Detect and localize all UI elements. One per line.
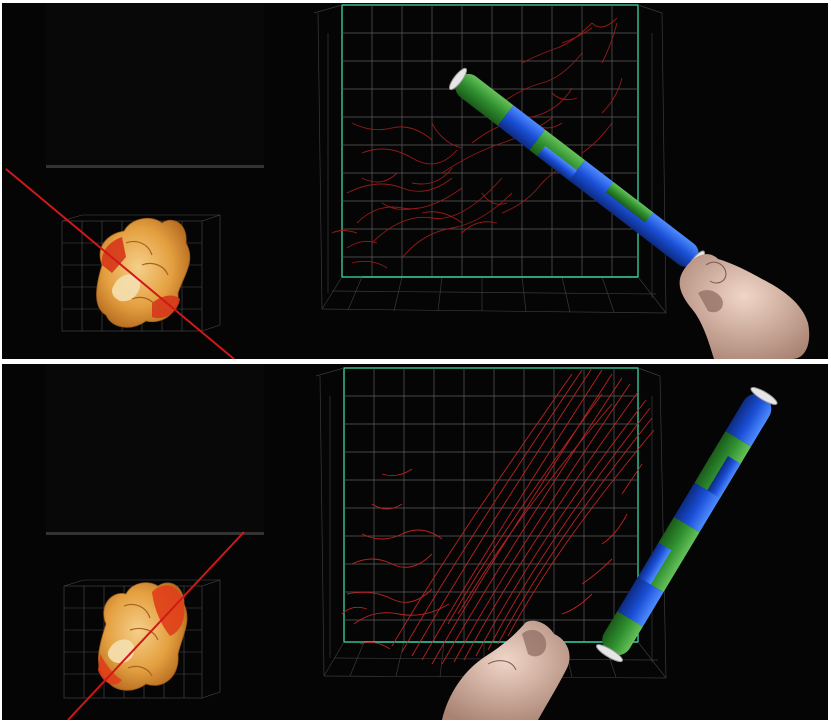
laser-pointer-ray [5,168,235,359]
mini-view-panel [46,3,264,165]
grid-back-wall [341,4,639,278]
cell-model-3d [96,217,191,328]
mini-view-panel [46,364,264,532]
vr-scene-bottom [46,364,778,720]
laser-pointer-ray [67,531,245,720]
vr-scene-top [5,3,810,359]
volume-grid-box [315,367,667,679]
mini-view-divider [46,532,264,535]
grid-back-wall [343,367,639,643]
user-hand [442,620,570,720]
fiber-traces [341,367,655,665]
grid-side-walls [313,4,667,314]
fiber-traces [331,17,623,269]
user-hand [679,254,810,359]
vr-panel-bottom [2,364,828,720]
vr-panel-top [2,3,828,359]
tracked-rod [595,387,778,663]
volume-grid-box [313,4,667,314]
mini-view-divider [46,165,264,168]
tracked-rod [448,67,706,273]
